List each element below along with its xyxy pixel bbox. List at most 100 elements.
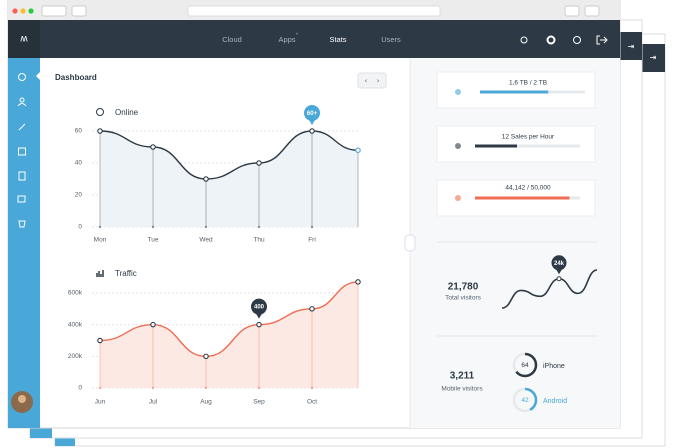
progress-bar xyxy=(480,90,549,94)
nav-item[interactable]: Stats xyxy=(329,35,346,44)
card-icon xyxy=(455,195,461,201)
nav-badge: * xyxy=(296,32,298,38)
nav-item[interactable]: Cloud xyxy=(222,35,242,44)
close-button[interactable] xyxy=(12,8,18,14)
x-tick-label: Jun xyxy=(95,399,106,406)
history-buttons[interactable] xyxy=(41,5,67,17)
x-tick xyxy=(204,386,208,390)
zoom-button[interactable] xyxy=(28,8,34,14)
search-icon[interactable] xyxy=(520,36,528,44)
nav-item[interactable]: Users xyxy=(381,35,401,44)
right-panel xyxy=(410,58,620,428)
donut xyxy=(512,352,538,378)
nav-item[interactable]: Apps xyxy=(278,35,295,44)
x-tick xyxy=(98,225,102,229)
y-tick-label: 600k xyxy=(68,290,83,297)
point[interactable] xyxy=(150,321,156,328)
x-tick xyxy=(98,386,102,390)
device-name: iPhone xyxy=(543,363,565,370)
x-tick xyxy=(310,386,314,390)
point[interactable] xyxy=(256,321,262,328)
line xyxy=(99,281,359,358)
traffic-icon xyxy=(96,270,104,277)
svg-text:⇥: ⇥ xyxy=(628,42,635,51)
x-tick xyxy=(257,386,261,390)
point xyxy=(556,276,562,282)
x-tick-label: Oct xyxy=(307,399,317,406)
svg-text:ʍ: ʍ xyxy=(20,34,28,45)
point[interactable] xyxy=(203,353,209,360)
globe-icon[interactable] xyxy=(573,36,581,44)
card xyxy=(436,125,596,163)
device-name: Android xyxy=(543,398,567,405)
line xyxy=(99,130,359,180)
callout xyxy=(309,120,315,125)
point[interactable] xyxy=(97,337,103,344)
svg-text:‹: ‹ xyxy=(365,79,367,85)
y-tick-label: 0 xyxy=(78,224,82,231)
point[interactable] xyxy=(97,128,103,134)
point[interactable] xyxy=(256,160,262,166)
donut xyxy=(512,387,538,413)
callout-label: 400 xyxy=(254,305,265,311)
x-tick xyxy=(257,225,261,229)
tabs-button[interactable] xyxy=(584,5,600,17)
x-tick xyxy=(310,225,314,229)
x-tick-label: Wed xyxy=(199,237,213,244)
x-tick-label: Mon xyxy=(94,237,107,244)
point[interactable] xyxy=(150,144,156,150)
total-visitors: 21,780 xyxy=(448,282,479,293)
address-bar[interactable] xyxy=(187,5,441,17)
y-tick-label: 400k xyxy=(68,321,83,328)
mobile-visitors-label: Mobile visitors xyxy=(441,386,483,393)
point[interactable] xyxy=(309,306,315,312)
minimize-button[interactable] xyxy=(20,8,26,14)
x-tick-label: Sep xyxy=(253,399,265,406)
point[interactable] xyxy=(355,147,361,153)
page-title: Dashboard xyxy=(55,73,97,82)
callout xyxy=(556,269,562,275)
sidebar-toggle[interactable] xyxy=(71,5,87,17)
sidebar xyxy=(8,58,40,428)
callout xyxy=(256,313,262,319)
total-visitors-label: Total visitors xyxy=(445,295,482,302)
card-icon xyxy=(455,89,461,95)
y-tick-label: 0 xyxy=(78,385,82,392)
point[interactable] xyxy=(309,128,315,134)
progress-label: 12 Sales per Hour xyxy=(502,134,555,141)
callout-label: 60+ xyxy=(307,111,318,117)
progress-bar xyxy=(475,144,517,148)
area xyxy=(100,131,358,227)
nav-bar xyxy=(8,20,620,58)
x-tick-label: Tue xyxy=(148,237,159,244)
logo[interactable] xyxy=(8,20,40,58)
chart-title: Traffic xyxy=(115,269,137,278)
callout-label: 24k xyxy=(554,261,565,267)
y-tick-label: 40 xyxy=(75,160,83,167)
x-tick-label: Fri xyxy=(308,237,316,244)
x-tick xyxy=(151,225,155,229)
progress-track xyxy=(475,144,580,148)
panel-handle[interactable] xyxy=(404,234,416,252)
pager[interactable] xyxy=(357,72,387,89)
svg-text:›: › xyxy=(377,79,379,85)
y-tick-label: 20 xyxy=(75,192,83,199)
y-tick-label: 60 xyxy=(75,128,83,135)
power-icon xyxy=(96,108,104,116)
logout-icon[interactable] xyxy=(596,35,608,45)
sidebar-icons[interactable] xyxy=(17,73,27,228)
share-button[interactable] xyxy=(564,5,580,17)
settings-icon[interactable] xyxy=(546,35,556,45)
svg-text:⇥: ⇥ xyxy=(650,53,657,62)
callout xyxy=(304,105,320,121)
point[interactable] xyxy=(355,279,361,285)
y-tick-label: 200k xyxy=(68,353,83,360)
x-tick-label: Aug xyxy=(200,399,212,406)
callout xyxy=(551,255,567,271)
x-tick xyxy=(204,225,208,229)
point[interactable] xyxy=(203,176,209,182)
callout xyxy=(251,298,267,315)
donut-value: 64 xyxy=(521,362,529,369)
x-tick-label: Thu xyxy=(253,237,265,244)
card-icon xyxy=(455,143,461,149)
